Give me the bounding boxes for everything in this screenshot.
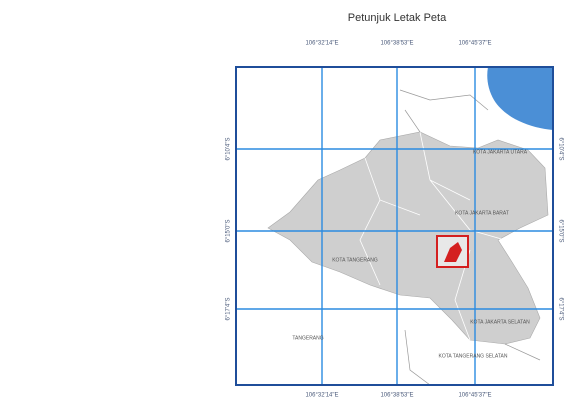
- roads: [399, 89, 541, 386]
- latitude-label: 6°15'0"S: [226, 219, 232, 242]
- region-label: KOTA TANGERANG: [332, 257, 378, 263]
- region-label: KOTA JAKARTA BARAT: [455, 210, 509, 216]
- longitude-label: 106°32'14"E: [305, 393, 338, 399]
- region-label: KOTA TANGERANG SELATAN: [439, 353, 508, 359]
- longitude-label: 106°38'53"E: [380, 393, 413, 399]
- region-label: KOTA JAKARTA SELATAN: [470, 319, 530, 325]
- longitude-label: 106°45'37"E: [458, 41, 491, 47]
- sea: [487, 67, 553, 130]
- region-label: KOTA JAKARTA UTARA: [473, 149, 528, 155]
- longitude-label: 106°45'37"E: [458, 393, 491, 399]
- region-label: TANGERANG: [292, 335, 323, 341]
- latitude-label: 6°15'0"S: [557, 219, 563, 242]
- latitude-label: 6°17'4"S: [557, 297, 563, 320]
- map-title: Petunjuk Letak Peta: [348, 12, 447, 24]
- boundaries: [359, 131, 506, 341]
- land-area: [267, 131, 549, 345]
- latitude-label: 6°10'4"S: [226, 137, 232, 160]
- latitude-label: 6°10'4"S: [557, 137, 563, 160]
- grid: [236, 67, 553, 385]
- longitude-label: 106°38'53"E: [380, 41, 413, 47]
- latitude-label: 6°17'4"S: [226, 297, 232, 320]
- map-frame: [235, 66, 554, 386]
- longitude-label: 106°32'14"E: [305, 41, 338, 47]
- location-area: [444, 242, 462, 262]
